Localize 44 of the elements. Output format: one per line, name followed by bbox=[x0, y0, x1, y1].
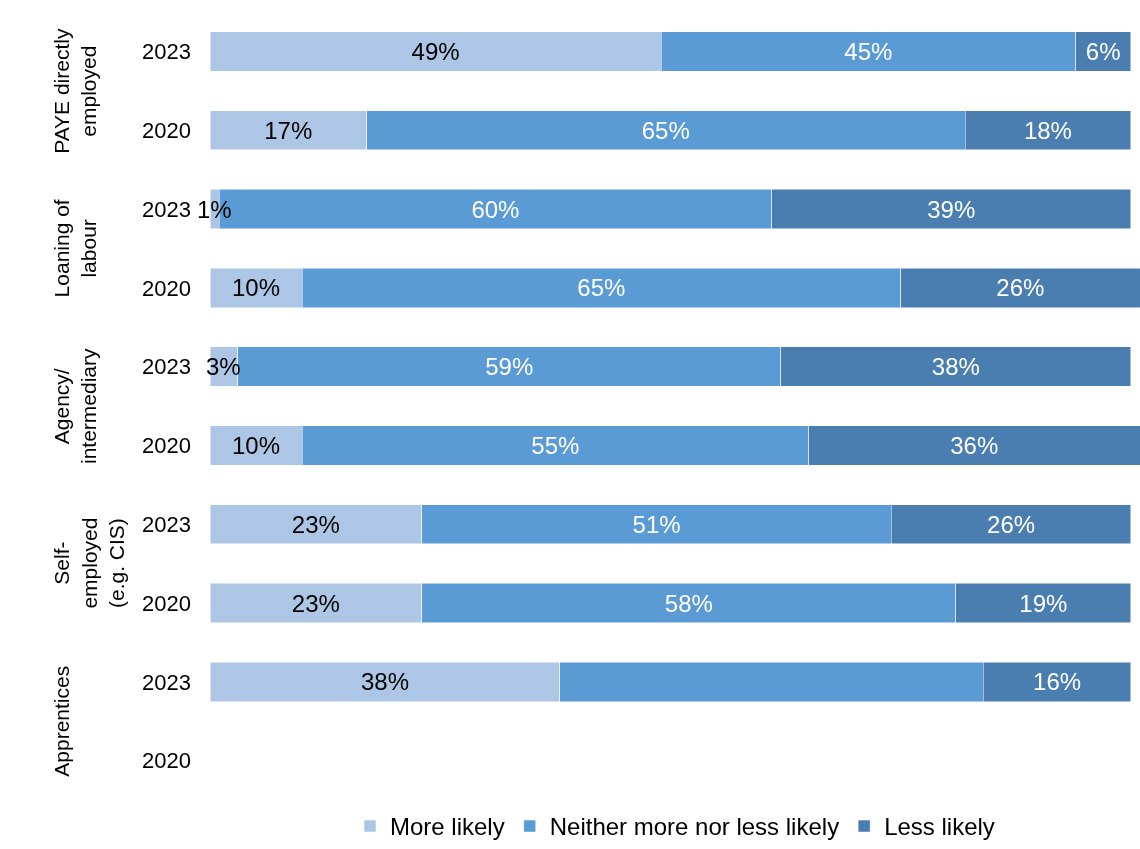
y-tick-label: 2020 bbox=[142, 433, 191, 459]
y-tick-label: 2023 bbox=[142, 39, 191, 65]
data-label: 55% bbox=[531, 431, 580, 459]
y-tick-label: 2020 bbox=[142, 748, 191, 774]
data-label: 19% bbox=[1019, 589, 1068, 617]
legend-label: Neither more nor less likely bbox=[549, 813, 840, 841]
data-label: 23% bbox=[291, 589, 340, 617]
data-label: 10% bbox=[232, 431, 281, 459]
y-tick-label: 2023 bbox=[142, 511, 191, 537]
data-label: 16% bbox=[1033, 668, 1082, 696]
data-label: 23% bbox=[291, 510, 340, 538]
data-label: 58% bbox=[664, 589, 713, 617]
data-label: 10% bbox=[232, 274, 281, 302]
data-label: 59% bbox=[485, 353, 534, 381]
data-label: 3% bbox=[206, 353, 241, 380]
data-label: 38% bbox=[931, 353, 980, 381]
y-tick-label: 2023 bbox=[142, 669, 191, 695]
data-label: 45% bbox=[844, 37, 893, 65]
legend-label: More likely bbox=[390, 813, 505, 841]
data-label: 6% bbox=[1085, 37, 1121, 65]
data-label: 18% bbox=[1023, 116, 1072, 144]
data-label: 49% bbox=[411, 37, 460, 65]
text: Agency/ intermediary bbox=[50, 347, 101, 464]
y-tick-label: 2023 bbox=[142, 354, 191, 380]
data-label: 1% bbox=[197, 196, 232, 223]
data-label: 36% bbox=[950, 431, 999, 459]
data-label: 26% bbox=[987, 510, 1036, 538]
data-label: 51% bbox=[632, 510, 681, 538]
y-tick-label: 2020 bbox=[142, 117, 191, 143]
data-label: 65% bbox=[641, 116, 690, 144]
text: PAYE directly employed bbox=[50, 28, 101, 154]
text: Apprentices bbox=[50, 665, 74, 777]
data-label: 65% bbox=[577, 274, 626, 302]
data-label: 17% bbox=[264, 116, 313, 144]
data-label: 39% bbox=[927, 195, 976, 223]
text: Loaning of labour bbox=[49, 199, 100, 298]
data-label: 26% bbox=[996, 274, 1045, 302]
data-label: 60% bbox=[471, 195, 520, 223]
y-tick-label: 2020 bbox=[142, 275, 191, 301]
text: Self- employed (e.g. CIS) bbox=[50, 517, 128, 609]
legend-label: Less likely bbox=[884, 813, 995, 841]
y-tick-label: 2023 bbox=[142, 196, 191, 222]
y-tick-label: 2020 bbox=[142, 590, 191, 616]
data-label: 38% bbox=[360, 668, 409, 696]
